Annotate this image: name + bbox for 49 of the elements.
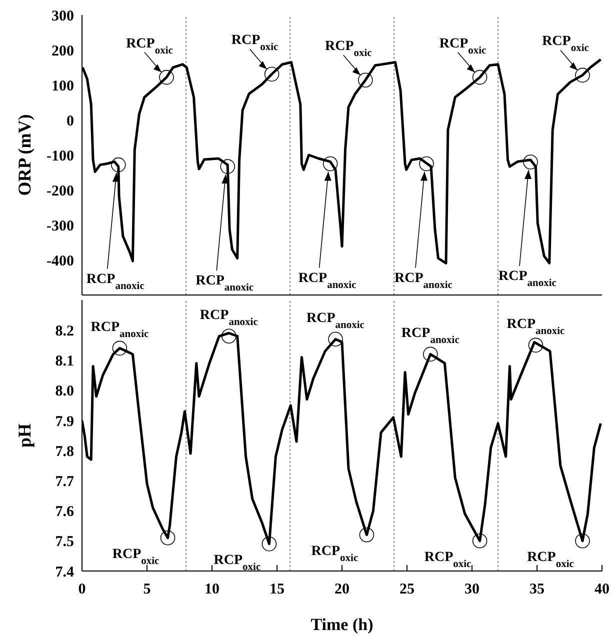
y-tick-label: 100 <box>52 78 74 94</box>
y-tick-label: -400 <box>46 253 74 270</box>
x-tick-label: 10 <box>204 582 220 598</box>
annotation: RCP$_{oxic}$ <box>439 36 487 56</box>
y-tick-label: 8.0 <box>55 384 74 400</box>
y-tick-label: 7.6 <box>55 504 74 520</box>
annotation: RCP$_{oxic}$ <box>214 552 261 572</box>
y-axis-title: ORP (mV) <box>14 114 34 196</box>
y-tick-label: -300 <box>46 218 74 234</box>
annotation: RCP$_{oxic}$ <box>424 550 472 570</box>
annotation: RCP$_{anoxic}$ <box>200 308 258 328</box>
y-tick-label: 7.4 <box>55 564 74 580</box>
x-axis-title: Time (h) <box>310 615 374 634</box>
annotation: RCP$_{oxic}$ <box>542 34 590 54</box>
x-tick-label: 25 <box>400 582 414 598</box>
annotation: RCP$_{anoxic}$ <box>394 270 453 290</box>
x-tick-label: 40 <box>594 582 610 598</box>
y-tick-label: 7.9 <box>55 414 74 430</box>
annotation: RCP$_{anoxic}$ <box>196 274 254 294</box>
y-tick-label: 7.8 <box>55 444 74 460</box>
annotation: RCP$_{anoxic}$ <box>498 269 557 288</box>
y-tick-label: -200 <box>46 183 74 200</box>
annotation: RCP$_{anoxic}$ <box>86 272 145 292</box>
y-tick-label: 300 <box>52 8 74 24</box>
x-tick-label: 30 <box>464 582 480 598</box>
annotation: RCP$_{anoxic}$ <box>306 311 365 331</box>
annotation: RCP$_{oxic}$ <box>126 36 174 56</box>
y-axis-title: pH <box>14 423 34 448</box>
y-tick-label: 200 <box>52 43 74 60</box>
annotation: RCP$_{anoxic}$ <box>90 320 150 340</box>
annotation: RCP$_{anoxic}$ <box>506 317 566 337</box>
x-tick-label: 5 <box>143 582 151 598</box>
y-tick-label: 0 <box>66 113 74 130</box>
annotation: RCP$_{oxic}$ <box>231 33 279 53</box>
x-tick-label: 20 <box>334 582 350 598</box>
x-tick-label: 35 <box>530 582 544 598</box>
x-tick-label: 15 <box>270 582 284 598</box>
annotation: RCP$_{anoxic}$ <box>298 270 357 290</box>
annotation: RCP$_{anoxic}$ <box>401 326 460 346</box>
x-tick-label: 0 <box>78 582 86 598</box>
y-tick-label: 8.2 <box>55 323 74 340</box>
y-tick-label: -100 <box>46 148 74 164</box>
y-tick-label: 7.5 <box>55 534 74 550</box>
y-tick-label: 7.7 <box>55 474 74 490</box>
y-tick-label: 8.1 <box>55 354 74 370</box>
annotation: RCP$_{oxic}$ <box>311 544 358 564</box>
annotation: RCP$_{oxic}$ <box>527 550 574 570</box>
annotation: RCP$_{oxic}$ <box>324 39 372 59</box>
annotation: RCP$_{oxic}$ <box>112 546 160 566</box>
